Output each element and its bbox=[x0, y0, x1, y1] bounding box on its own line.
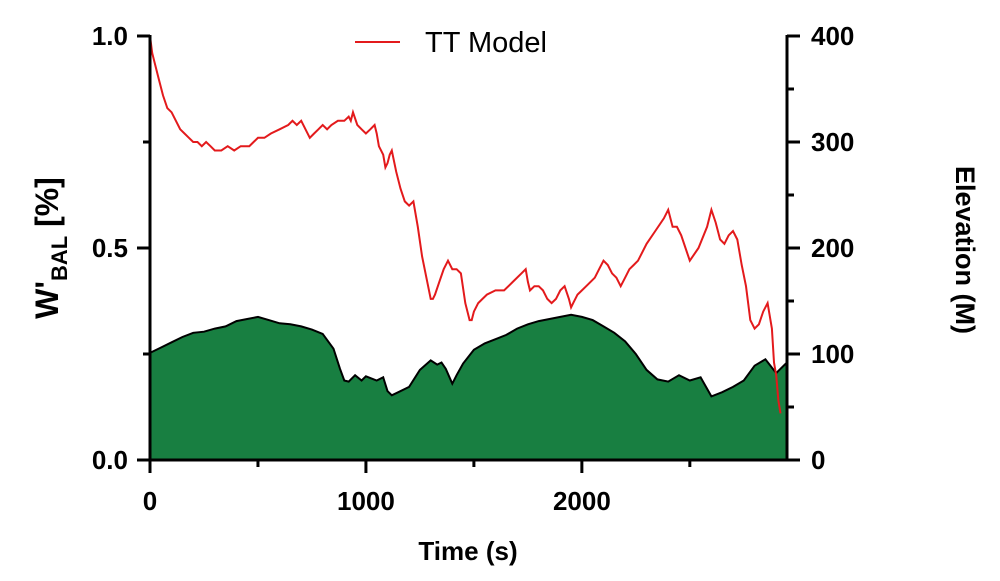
y-left-tick-label: 0.5 bbox=[92, 233, 128, 263]
elevation-outline bbox=[149, 313, 788, 398]
legend: TT Model bbox=[355, 27, 547, 59]
y-left-title-rest: [%] bbox=[29, 177, 65, 236]
y-right-tick-label: 0 bbox=[811, 445, 825, 475]
y-right-tick-label: 100 bbox=[811, 339, 854, 369]
x-axis-title: Time (s) bbox=[418, 536, 517, 566]
y-left-axis-title: W'BAL [%] bbox=[29, 177, 72, 319]
y-left-tick-label: 1.0 bbox=[92, 21, 128, 51]
y-right-tick-label: 300 bbox=[811, 127, 854, 157]
x-tick-label: 0 bbox=[143, 486, 157, 516]
axes: 0.0 0.5 1.0 0 100 200 300 400 0 1000 2000 bbox=[92, 21, 855, 516]
elevation-area bbox=[150, 314, 787, 460]
y-right-tick-label: 400 bbox=[811, 21, 854, 51]
plot-area bbox=[149, 35, 788, 460]
x-tick-label: 2000 bbox=[553, 486, 611, 516]
y-right-axis-title: Elevation (M) bbox=[950, 166, 980, 334]
y-left-tick-label: 0.0 bbox=[92, 445, 128, 475]
x-tick-label: 1000 bbox=[337, 486, 395, 516]
y-left-title-main: W' bbox=[29, 281, 65, 319]
y-left-title-sub: BAL bbox=[47, 236, 72, 281]
y-right-tick-label: 200 bbox=[811, 233, 854, 263]
legend-label-tt-model: TT Model bbox=[425, 27, 547, 59]
tt-model-line bbox=[149, 35, 782, 414]
